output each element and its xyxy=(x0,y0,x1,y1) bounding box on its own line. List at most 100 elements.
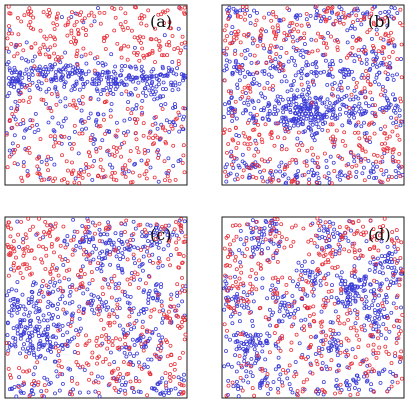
blue-particle xyxy=(78,167,83,172)
blue-particle xyxy=(368,387,373,392)
blue-particle xyxy=(395,11,400,16)
blue-particle xyxy=(297,94,302,99)
red-particle xyxy=(378,160,383,165)
blue-particle xyxy=(349,11,354,16)
red-particle xyxy=(58,286,63,291)
blue-particle xyxy=(140,110,145,115)
blue-particle xyxy=(324,245,329,250)
blue-particle xyxy=(392,97,397,102)
red-particle xyxy=(12,161,17,166)
red-particle xyxy=(243,17,247,22)
red-particle xyxy=(167,239,171,244)
blue-particle xyxy=(68,71,72,75)
red-particle xyxy=(99,334,104,339)
blue-particle xyxy=(20,292,25,297)
blue-particle xyxy=(383,254,387,259)
red-particle xyxy=(48,34,53,39)
blue-particle xyxy=(350,241,355,246)
blue-particle xyxy=(90,235,95,240)
red-particle xyxy=(387,65,392,70)
blue-particle xyxy=(320,115,325,120)
blue-particle xyxy=(253,333,258,338)
red-particle xyxy=(131,232,136,236)
blue-particle xyxy=(237,78,242,83)
blue-particle xyxy=(119,345,124,350)
blue-particle xyxy=(74,328,79,333)
blue-particle xyxy=(61,67,66,72)
red-particle xyxy=(90,355,95,360)
red-particle xyxy=(136,93,141,98)
blue-particle xyxy=(337,98,342,102)
red-particle xyxy=(154,222,159,227)
blue-particle xyxy=(81,291,86,296)
blue-particle xyxy=(248,338,253,343)
blue-particle xyxy=(375,72,380,77)
red-particle xyxy=(156,155,161,160)
red-particle xyxy=(107,312,112,317)
blue-particle xyxy=(291,123,296,128)
red-particle xyxy=(38,237,43,241)
blue-particle xyxy=(264,339,269,343)
blue-particle xyxy=(6,49,11,54)
red-particle xyxy=(351,20,355,25)
blue-particle xyxy=(99,269,104,274)
blue-particle xyxy=(324,104,329,109)
blue-particle xyxy=(48,280,53,285)
blue-particle xyxy=(24,349,29,354)
blue-particle xyxy=(331,160,336,165)
red-particle xyxy=(160,224,164,229)
red-particle xyxy=(373,114,378,119)
blue-particle xyxy=(260,378,265,383)
blue-particle xyxy=(65,330,70,335)
blue-particle xyxy=(348,302,353,307)
red-particle xyxy=(110,376,115,381)
red-particle xyxy=(273,36,278,41)
blue-particle xyxy=(284,105,289,110)
blue-particle xyxy=(286,368,290,373)
red-particle xyxy=(65,33,70,38)
blue-particle xyxy=(338,69,343,74)
blue-particle xyxy=(329,115,334,120)
red-particle xyxy=(37,50,42,55)
red-particle xyxy=(128,362,133,367)
red-particle xyxy=(286,33,291,38)
blue-particle xyxy=(78,365,83,370)
red-particle xyxy=(133,131,138,135)
red-particle xyxy=(302,160,307,165)
blue-particle xyxy=(34,122,39,127)
blue-particle xyxy=(77,329,82,334)
blue-particle xyxy=(66,71,71,75)
red-particle xyxy=(359,159,363,164)
red-particle xyxy=(55,11,60,16)
blue-particle xyxy=(52,162,57,167)
blue-particle xyxy=(72,350,77,355)
red-particle xyxy=(8,234,13,239)
blue-particle xyxy=(144,307,149,311)
red-particle xyxy=(118,145,122,150)
blue-particle xyxy=(96,61,101,65)
red-particle xyxy=(92,68,97,73)
red-particle xyxy=(42,34,47,39)
blue-particle xyxy=(260,94,265,99)
blue-particle xyxy=(30,80,35,85)
blue-particle xyxy=(26,72,31,77)
blue-particle xyxy=(108,262,113,267)
red-particle xyxy=(173,177,178,182)
blue-particle xyxy=(64,63,69,68)
blue-particle xyxy=(326,73,331,78)
blue-particle xyxy=(246,102,251,107)
blue-particle xyxy=(255,10,259,15)
blue-particle xyxy=(132,45,137,50)
red-particle xyxy=(162,21,167,26)
blue-particle xyxy=(335,353,340,358)
blue-particle xyxy=(122,83,127,88)
blue-particle xyxy=(63,104,68,109)
blue-particle xyxy=(301,87,306,92)
blue-particle xyxy=(7,27,12,32)
blue-particle xyxy=(49,223,54,228)
blue-particle xyxy=(288,312,293,316)
blue-particle xyxy=(311,71,316,76)
blue-particle xyxy=(108,250,113,255)
blue-particle xyxy=(7,66,12,71)
red-particle xyxy=(52,27,57,31)
